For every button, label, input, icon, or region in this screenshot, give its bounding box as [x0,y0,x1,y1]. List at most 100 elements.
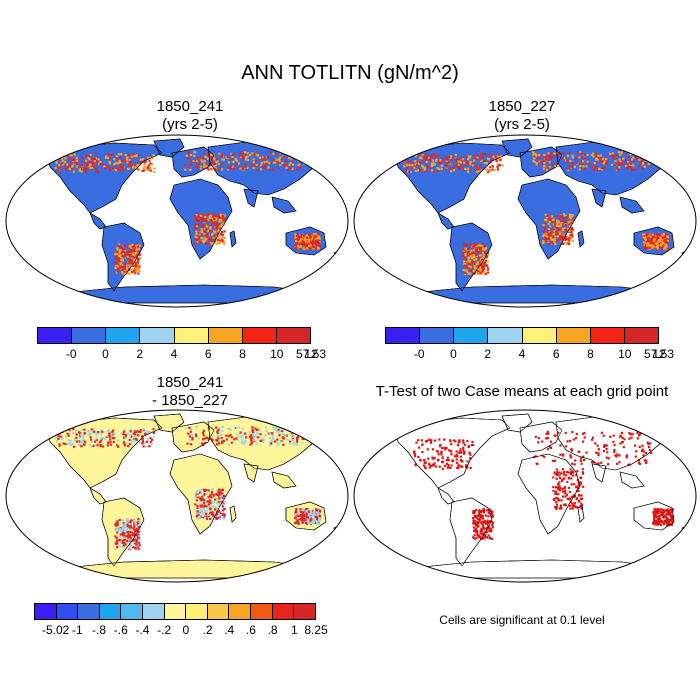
field-cell [312,517,315,520]
field-cell [101,163,104,166]
field-cell [198,491,201,494]
field-cell [202,493,205,496]
field-cell [479,516,482,519]
field-cell [268,168,272,171]
field-cell [466,440,469,443]
field-cell [112,440,115,444]
field-cell [237,162,241,165]
field-cell [141,438,144,441]
field-cell [462,249,465,252]
field-cell [665,233,668,236]
field-cell [306,519,309,522]
field-cell [424,166,427,169]
field-cell [610,163,614,167]
field-cell [252,166,255,170]
field-cell [126,541,130,544]
field-cell [576,470,579,473]
field-cell [476,156,479,159]
field-cell [201,239,204,242]
field-cell [576,506,579,509]
field-cell [135,528,138,531]
field-cell [114,162,117,165]
field-cell [477,534,480,537]
field-cell [134,263,137,266]
field-cell [580,507,583,510]
field-cell [436,167,439,170]
field-cell [533,160,536,164]
field-cell [212,154,215,157]
field-cell [97,158,100,161]
field-cell [135,269,138,272]
field-cell [198,223,201,226]
field-cell [219,233,222,236]
coastline-southAmerica [449,222,493,292]
field-cell [142,428,145,431]
field-cell [218,511,221,514]
field-cell [549,236,552,239]
field-cell [419,459,422,462]
field-cell [189,430,192,433]
field-cell [554,230,558,233]
field-cell [557,229,560,232]
field-cell [194,242,198,245]
colorbar-swatch [229,604,252,619]
field-cell [296,152,299,155]
field-cell [462,251,465,254]
field-cell [114,252,117,255]
field-cell [292,163,295,166]
colorbar-swatch [99,604,122,619]
field-cell [651,242,654,245]
field-cell [134,547,137,550]
field-cell [564,216,567,219]
map-panel-case1 [5,134,349,308]
field-cell [473,534,476,537]
field-cell [136,545,139,548]
field-cell [92,161,95,164]
field-cell [661,241,664,244]
field-cell [217,510,220,513]
field-cell [302,151,305,154]
field-cell [56,169,59,172]
field-cell [487,511,490,514]
field-cell [137,547,140,550]
field-cell [307,513,311,516]
field-cell [571,430,574,434]
field-cell [130,259,133,262]
field-cell [640,157,643,160]
field-cell [134,530,137,533]
field-cell [101,429,104,432]
field-cell [551,218,554,221]
field-cell [206,507,209,510]
field-cell [662,513,665,516]
field-cell [299,238,303,241]
field-cell [129,428,132,431]
field-cell [130,262,133,265]
field-cell [217,231,220,234]
field-cell [553,471,556,474]
field-cell [135,154,138,157]
field-cell [473,255,476,258]
field-cell [643,235,646,238]
field-cell [231,153,234,156]
field-cell [591,165,594,168]
field-cell [195,499,198,502]
field-cell [195,165,198,168]
coastline-africa [517,178,581,260]
field-cell [199,510,202,513]
colorbar-tick-label: 8 [239,347,246,361]
field-cell [541,454,544,457]
field-cell [128,158,131,161]
field-cell [597,452,600,455]
field-cell [551,459,554,463]
field-cell [251,152,254,155]
field-cell [69,164,72,167]
field-cell [294,428,297,431]
field-cell [408,170,411,173]
field-cell [652,522,655,525]
field-cell [634,444,637,447]
field-cell [215,443,219,446]
field-cell [556,486,559,489]
field-cell [219,498,222,501]
field-cell [60,435,63,439]
field-cell [408,163,411,167]
